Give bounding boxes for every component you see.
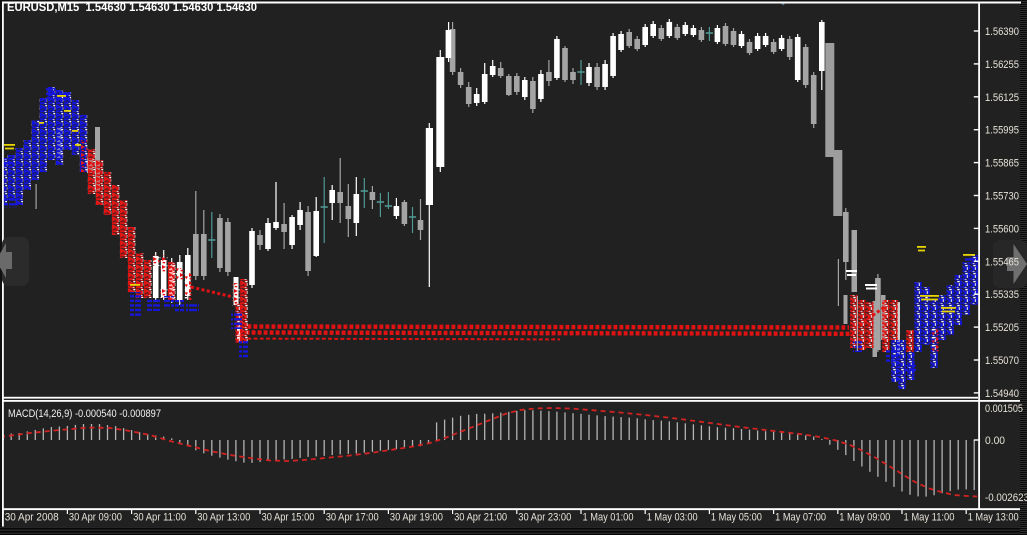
svg-text:1 May 11:00: 1 May 11:00: [904, 512, 955, 524]
svg-text:1 May 07:00: 1 May 07:00: [775, 512, 826, 524]
svg-text:1.54940: 1.54940: [985, 388, 1019, 400]
svg-text:1 May 01:00: 1 May 01:00: [583, 512, 634, 524]
svg-text:30 Apr 09:00: 30 Apr 09:00: [69, 512, 122, 524]
svg-text:EURUSD,M15 1.54630 1.54630 1.: EURUSD,M15 1.54630 1.54630 1.54630 1.546…: [7, 2, 257, 14]
svg-text:0.001505: 0.001505: [985, 403, 1023, 415]
svg-text:1.55335: 1.55335: [985, 289, 1019, 301]
svg-text:1 May 13:00: 1 May 13:00: [968, 512, 1019, 524]
svg-text:1.55600: 1.55600: [985, 223, 1019, 235]
svg-text:MACD(14,26,9) -0.000540 -0.000: MACD(14,26,9) -0.000540 -0.000897: [8, 408, 161, 420]
svg-text:1 May 03:00: 1 May 03:00: [647, 512, 698, 524]
svg-text:30 Apr 23:00: 30 Apr 23:00: [518, 512, 571, 524]
svg-text:1.56125: 1.56125: [985, 92, 1019, 104]
svg-text:1.55070: 1.55070: [985, 355, 1019, 367]
svg-text:30 Apr 2008: 30 Apr 2008: [5, 512, 59, 524]
svg-text:-0.002623: -0.002623: [985, 492, 1027, 504]
svg-text:1.56255: 1.56255: [985, 59, 1019, 71]
svg-text:1.55865: 1.55865: [985, 158, 1019, 170]
svg-text:1.55730: 1.55730: [985, 191, 1019, 203]
svg-text:1.55465: 1.55465: [985, 256, 1019, 268]
svg-text:30 Apr 15:00: 30 Apr 15:00: [262, 512, 315, 524]
svg-text:0.00: 0.00: [985, 435, 1005, 447]
svg-text:30 Apr 19:00: 30 Apr 19:00: [390, 512, 443, 524]
svg-text:1.56390: 1.56390: [985, 26, 1019, 38]
svg-text:30 Apr 17:00: 30 Apr 17:00: [326, 512, 379, 524]
svg-text:30 Apr 21:00: 30 Apr 21:00: [454, 512, 507, 524]
svg-text:1.55205: 1.55205: [985, 322, 1019, 334]
svg-text:30 Apr 13:00: 30 Apr 13:00: [197, 512, 250, 524]
svg-text:1 May 05:00: 1 May 05:00: [711, 512, 762, 524]
svg-text:1.55995: 1.55995: [985, 125, 1019, 137]
svg-text:1 May 09:00: 1 May 09:00: [839, 512, 890, 524]
svg-text:30 Apr 11:00: 30 Apr 11:00: [133, 512, 186, 524]
